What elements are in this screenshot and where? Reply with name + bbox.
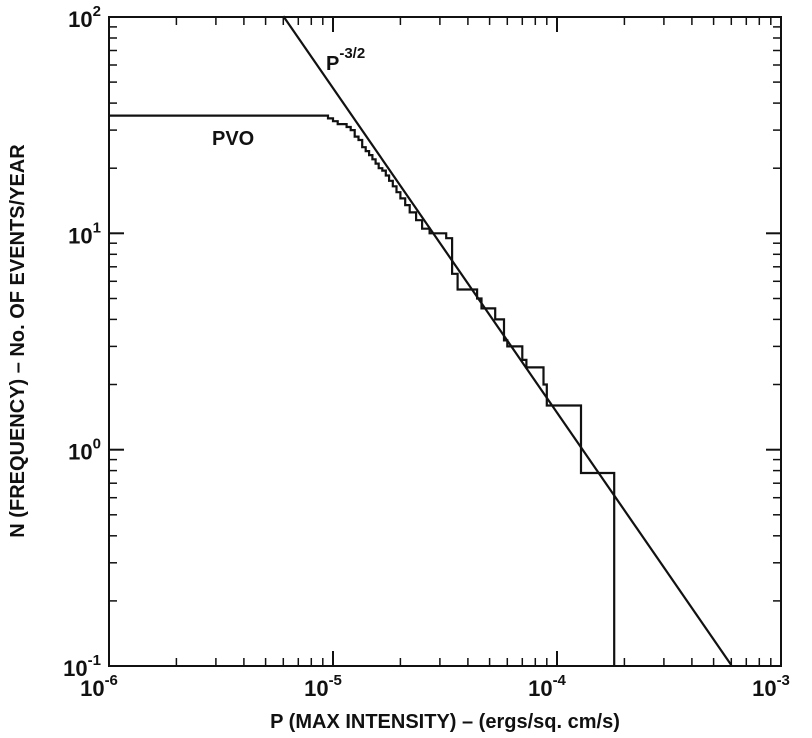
y-tick-label-exp: 0 bbox=[93, 436, 101, 453]
x-tick-label: 10-6 bbox=[80, 672, 118, 701]
x-tick-label: 10-4 bbox=[528, 672, 566, 701]
y-tick-label: 10-1 bbox=[63, 652, 101, 681]
series-pvo-step bbox=[109, 114, 616, 666]
y-tick-label-exp: -1 bbox=[88, 652, 101, 669]
x-axis-title: P (MAX INTENSITY) – (ergs/sq. cm/s) bbox=[270, 711, 620, 733]
y-tick-label-base: 10 bbox=[68, 223, 92, 248]
x-tick-label-base: 10 bbox=[528, 676, 552, 701]
y-tick-label: 101 bbox=[68, 219, 101, 248]
x-tick-labels: 10-6 10-5 10-4 10-3 bbox=[80, 672, 790, 701]
y-tick-label-base: 10 bbox=[68, 7, 92, 32]
plot-frame bbox=[108, 16, 782, 667]
y-tick-label-base: 10 bbox=[68, 440, 92, 465]
x-tick-label-exp: -5 bbox=[329, 672, 342, 689]
y-axis-title: N (FREQUENCY) – No. OF EVENTS/YEAR bbox=[7, 144, 29, 538]
x-tick-label-base: 10 bbox=[304, 676, 328, 701]
x-tick-label-base: 10 bbox=[80, 676, 104, 701]
series-layer bbox=[109, 15, 733, 666]
x-tick-label: 10-5 bbox=[304, 672, 342, 701]
x-tick-label-exp: -3 bbox=[777, 672, 790, 689]
annotation-power-law-base: P bbox=[326, 53, 339, 75]
y-tick-label-exp: 2 bbox=[93, 3, 101, 20]
y-tick-label-base: 10 bbox=[63, 656, 87, 681]
y-tick-label-exp: 1 bbox=[93, 219, 101, 236]
x-tick-label-exp: -6 bbox=[105, 672, 118, 689]
major-ticks bbox=[108, 16, 782, 667]
y-tick-label: 100 bbox=[68, 436, 101, 465]
x-tick-label: 10-3 bbox=[752, 672, 790, 701]
x-tick-label-base: 10 bbox=[752, 676, 776, 701]
annotation-power-law: P-3/2 bbox=[326, 45, 365, 75]
y-tick-label: 102 bbox=[68, 3, 101, 32]
annotation-pvo: PVO bbox=[212, 128, 254, 150]
series-power-law-line bbox=[282, 15, 733, 666]
annotation-power-law-exp: -3/2 bbox=[339, 45, 365, 62]
minor-ticks bbox=[109, 17, 781, 666]
x-tick-label-exp: -4 bbox=[553, 672, 567, 689]
